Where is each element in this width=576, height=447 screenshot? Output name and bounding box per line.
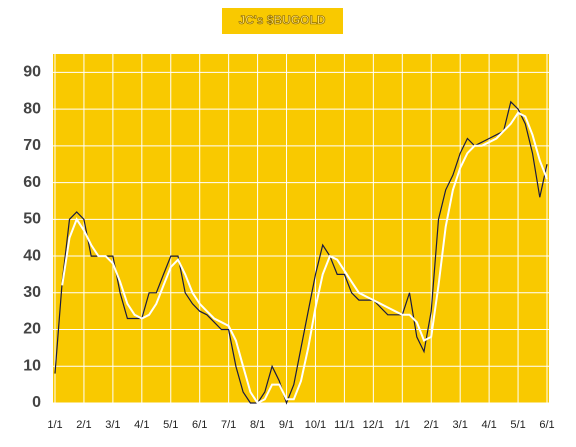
x-tick-label: 10/1: [305, 419, 326, 431]
y-tick-label: 20: [23, 321, 41, 338]
y-tick-label: 40: [23, 247, 41, 264]
y-tick-label: 10: [23, 357, 41, 374]
x-tick-label: 5/1: [510, 419, 525, 431]
x-tick-label: 3/1: [105, 419, 120, 431]
y-tick-label: 90: [23, 64, 41, 81]
x-tick-label: 1/1: [47, 419, 62, 431]
x-tick-label: 9/1: [279, 419, 294, 431]
x-tick-label: 2/1: [76, 419, 91, 431]
y-tick-label: 0: [32, 394, 41, 411]
x-tick-label: 7/1: [221, 419, 236, 431]
chart-title: JC's $BUGOLD: [239, 13, 326, 27]
y-tick-label: 80: [23, 100, 41, 117]
x-tick-label: 3/1: [453, 419, 468, 431]
x-tick-label: 4/1: [134, 419, 149, 431]
x-tick-label: 6/1: [192, 419, 207, 431]
y-tick-label: 60: [23, 174, 41, 191]
title-box: [222, 8, 343, 34]
x-tick-label: 11/1: [334, 419, 355, 431]
x-tick-label: 4/1: [481, 419, 496, 431]
x-tick-label: 6/1: [539, 419, 554, 431]
series-line: [54, 100, 548, 405]
x-tick-label: 8/1: [250, 419, 265, 431]
x-tick-label: 5/1: [163, 419, 178, 431]
y-tick-label: 30: [23, 284, 41, 301]
x-tick-label: 12/1: [363, 419, 384, 431]
y-tick-label: 70: [23, 137, 41, 154]
x-tick-label: 2/1: [424, 419, 439, 431]
y-tick-label: 50: [23, 211, 41, 228]
x-tick-label: 1/1: [395, 419, 410, 431]
series-line: [61, 111, 548, 405]
